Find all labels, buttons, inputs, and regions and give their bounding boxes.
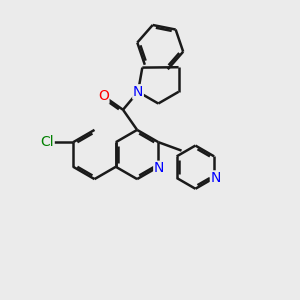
Text: O: O (98, 89, 109, 103)
Text: Cl: Cl (40, 135, 54, 149)
Text: N: N (154, 161, 164, 175)
Text: N: N (133, 85, 143, 99)
Text: N: N (210, 171, 221, 185)
